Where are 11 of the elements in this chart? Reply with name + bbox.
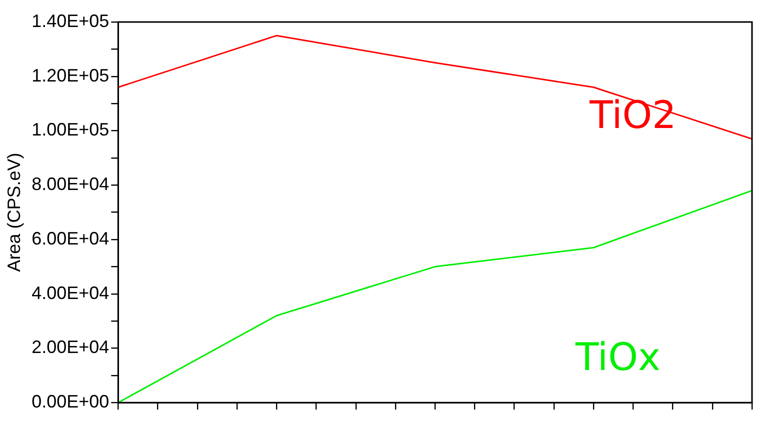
y-tick-label: 1.00E+05 — [32, 120, 110, 140]
y-tick-label: 1.20E+05 — [32, 65, 110, 86]
y-tick-label: 1.40E+05 — [32, 10, 110, 31]
y-tick-label: 0.00E+00 — [32, 392, 110, 412]
y-axis-title: Area (CPS.eV) — [4, 152, 24, 272]
y-tick-label: 4.00E+04 — [32, 282, 110, 303]
text: TiOx — [574, 334, 660, 379]
y-tick-label: 8.00E+04 — [32, 174, 110, 194]
y-tick-label: 2.00E+04 — [32, 337, 110, 358]
y-tick-label: 6.00E+04 — [32, 228, 110, 248]
series-label: TiO2 — [588, 92, 676, 137]
